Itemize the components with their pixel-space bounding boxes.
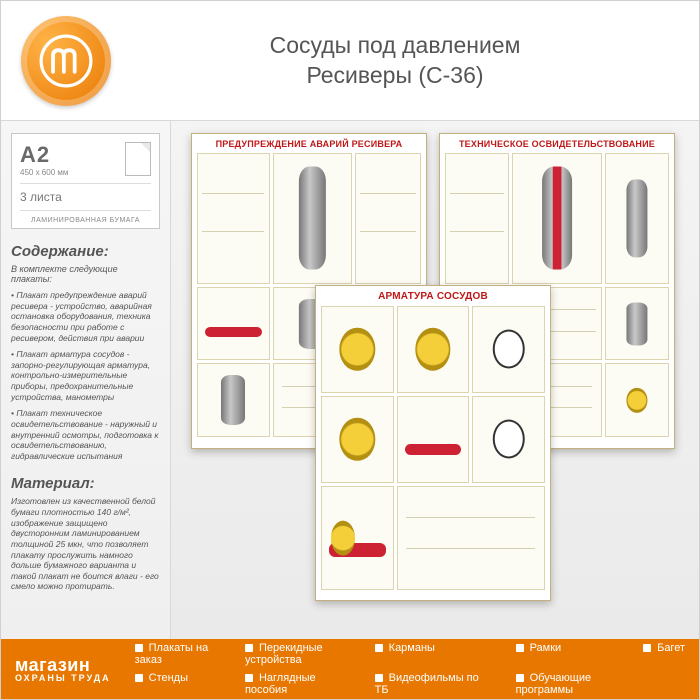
cell [512, 153, 602, 284]
contents-list: Плакат предупреждение аварий ресивера - … [11, 290, 160, 461]
footer-links: Плакаты на заказ Перекидные устройства К… [135, 642, 685, 696]
logo-m-icon [39, 34, 93, 88]
material-text: Изготовлен из качественной белой бумаги … [11, 496, 160, 592]
cell [472, 396, 545, 483]
title-line-2: Ресиверы (С-36) [111, 61, 679, 91]
list-item: Плакат техническое освидетельствование -… [11, 408, 160, 461]
format-box: A2 450 х 600 мм 3 листа ЛАМИНИРОВАННАЯ Б… [11, 133, 160, 229]
cell [397, 396, 470, 483]
cell [605, 287, 669, 361]
footer-link[interactable]: Карманы [375, 642, 494, 666]
page-title: Сосуды под давлением Ресиверы (С-36) [111, 31, 679, 91]
footer-link[interactable]: Видеофильмы по ТБ [375, 672, 494, 696]
footer-logo: магазин ОХРАНЫ ТРУДА [15, 656, 111, 683]
footer-link[interactable]: Багет [643, 642, 685, 666]
footer-logo-line1: магазин [15, 656, 111, 674]
footer-link[interactable]: Стенды [135, 672, 223, 696]
footer-link[interactable]: Обучающие программы [516, 672, 622, 696]
contents-intro: В комплекте следующие плакаты: [11, 264, 160, 284]
format-laminated: ЛАМИНИРОВАННАЯ БУМАГА [20, 210, 151, 224]
footer-link[interactable]: Наглядные пособия [245, 672, 353, 696]
cell [605, 363, 669, 437]
poster-pane: ПРЕДУПРЕЖДЕНИЕ АВАРИЙ РЕСИВЕРА ТЕХНИЧЕСК… [171, 121, 699, 641]
cell [197, 287, 270, 361]
footer-link[interactable]: Плакаты на заказ [135, 642, 223, 666]
sidebar: A2 450 х 600 мм 3 листа ЛАМИНИРОВАННАЯ Б… [1, 121, 171, 641]
contents-heading: Содержание: [11, 243, 160, 260]
footer-link[interactable]: Рамки [516, 642, 622, 666]
material-heading: Материал: [11, 475, 160, 492]
cell [397, 306, 470, 393]
poster-1-title: ПРЕДУПРЕЖДЕНИЕ АВАРИЙ РЕСИВЕРА [197, 139, 421, 149]
footer-link[interactable]: Перекидные устройства [245, 642, 353, 666]
poster-3: АРМАТУРА СОСУДОВ [315, 285, 551, 601]
cell [397, 486, 545, 590]
cell [273, 153, 352, 284]
footer: магазин ОХРАНЫ ТРУДА Плакаты на заказ Пе… [1, 639, 699, 699]
cell [197, 153, 270, 284]
header: Сосуды под давлением Ресиверы (С-36) [1, 1, 699, 121]
cell [605, 153, 669, 284]
list-item: Плакат предупреждение аварий ресивера - … [11, 290, 160, 343]
cell [197, 363, 270, 437]
poster-2-title: ТЕХНИЧЕСКОЕ ОСВИДЕТЕЛЬСТВОВАНИЕ [445, 139, 669, 149]
footer-logo-line2: ОХРАНЫ ТРУДА [15, 674, 111, 683]
cell [355, 153, 421, 284]
poster-3-title: АРМАТУРА СОСУДОВ [321, 291, 545, 302]
format-sheets: 3 листа [20, 183, 151, 204]
cell [321, 306, 394, 393]
page-icon [125, 142, 151, 176]
brand-logo [21, 16, 111, 106]
cell [445, 153, 509, 284]
cell [321, 486, 394, 590]
cell [472, 306, 545, 393]
body: A2 450 х 600 мм 3 листа ЛАМИНИРОВАННАЯ Б… [1, 121, 699, 641]
list-item: Плакат арматура сосудов - запорно-регули… [11, 349, 160, 402]
cell [321, 396, 394, 483]
title-line-1: Сосуды под давлением [111, 31, 679, 61]
